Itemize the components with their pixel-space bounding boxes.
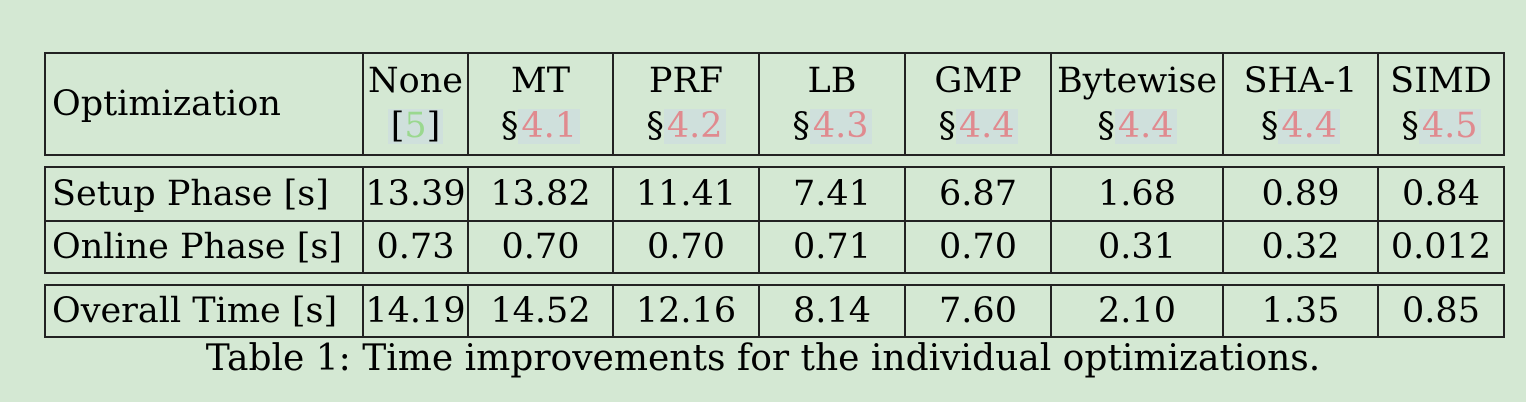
col-name: SHA-1 [1243, 60, 1358, 101]
table-cell: 0.70 [612, 220, 758, 272]
header-row-label: Optimization [52, 83, 281, 124]
table-cell: 0.89 [1222, 168, 1377, 220]
table-cell: 0.32 [1222, 220, 1377, 272]
section-link[interactable]: 4.3 [809, 108, 872, 144]
table-cell: 0.31 [1050, 220, 1222, 272]
col-name: PRF [648, 60, 724, 101]
table-cell: 0.70 [467, 220, 612, 272]
table-cell: 0.71 [758, 220, 904, 272]
header-col-bytewise: Bytewise § 4.4 [1050, 54, 1222, 154]
section-sign: § [938, 105, 956, 146]
col-section-ref: § 4.4 [938, 103, 1018, 149]
col-name: GMP [934, 60, 1022, 101]
bracket-open: [ [390, 105, 405, 146]
row-label-online: Online Phase [s] [46, 220, 362, 272]
col-name: MT [510, 60, 571, 101]
section-sign: § [1097, 105, 1115, 146]
col-name: Bytewise [1056, 60, 1218, 101]
section-link[interactable]: 4.1 [518, 108, 581, 144]
section-sign: § [646, 105, 664, 146]
row-label-setup: Setup Phase [s] [52, 173, 329, 214]
table-cell: 2.10 [1050, 286, 1222, 336]
col-name: LB [807, 60, 857, 101]
header-col-gmp: GMP § 4.4 [904, 54, 1050, 154]
table-phase-rows: Setup Phase [s] 13.39 13.82 11.41 7.41 6… [44, 166, 1505, 274]
table-total-row: Overall Time [s] 14.19 14.52 12.16 8.14 … [44, 284, 1505, 338]
header-col-sha1: SHA-1 § 4.4 [1222, 54, 1377, 154]
table-cell: 0.84 [1377, 168, 1503, 220]
row-label-overall: Overall Time [s] [52, 290, 338, 331]
col-name: None [368, 60, 463, 101]
table-cell: 13.39 [362, 168, 467, 220]
header-col-prf: PRF § 4.2 [612, 54, 758, 154]
section-link[interactable]: 4.4 [1114, 108, 1177, 144]
citation-number: 5 [404, 105, 427, 146]
table-cell: 14.19 [362, 286, 467, 336]
section-link[interactable]: 4.5 [1418, 108, 1481, 144]
bracket-close: ] [426, 105, 441, 146]
header-col-lb: LB § 4.3 [758, 54, 904, 154]
table-cell: 0.70 [904, 220, 1050, 272]
table-cell: 7.41 [758, 168, 904, 220]
header-col-simd: SIMD § 4.5 [1377, 54, 1503, 154]
section-sign: § [792, 105, 810, 146]
results-table: Optimization None [5] MT § 4.1 PRF § 4.2 L… [44, 52, 1505, 338]
table-cell: 12.16 [612, 286, 758, 336]
col-section-ref: § 4.5 [1401, 103, 1481, 149]
section-sign: § [1260, 105, 1279, 146]
col-section-ref: § 4.4 [1097, 103, 1177, 149]
section-sign: § [500, 105, 519, 146]
table-cell: 8.14 [758, 286, 904, 336]
section-sign: § [1401, 105, 1419, 146]
table-cell: 14.52 [467, 286, 612, 336]
table-caption: Table 1: Time improvements for the indiv… [205, 338, 1321, 379]
col-name: SIMD [1390, 60, 1492, 101]
table-cell: 0.012 [1377, 220, 1503, 272]
table-cell: 6.87 [904, 168, 1050, 220]
header-col-none: None [5] [362, 54, 467, 154]
col-section-ref: § 4.1 [500, 103, 581, 149]
table-cell: 7.60 [904, 286, 1050, 336]
citation-link[interactable]: [5] [387, 105, 444, 146]
col-section-ref: § 4.2 [646, 103, 726, 149]
col-citation: [5] [387, 103, 444, 149]
col-section-ref: § 4.3 [792, 103, 872, 149]
table-cell: 0.73 [362, 220, 467, 272]
section-link[interactable]: 4.4 [1278, 108, 1341, 144]
col-section-ref: § 4.4 [1260, 103, 1341, 149]
table-cell: 1.35 [1222, 286, 1377, 336]
section-link[interactable]: 4.2 [663, 108, 726, 144]
table-cell: 11.41 [612, 168, 758, 220]
header-col-mt: MT § 4.1 [467, 54, 612, 154]
table-cell: 1.68 [1050, 168, 1222, 220]
table-cell: 13.82 [467, 168, 612, 220]
table-cell: 0.85 [1377, 286, 1503, 336]
section-link[interactable]: 4.4 [955, 108, 1018, 144]
table-header: Optimization None [5] MT § 4.1 PRF § 4.2 L… [44, 52, 1505, 156]
